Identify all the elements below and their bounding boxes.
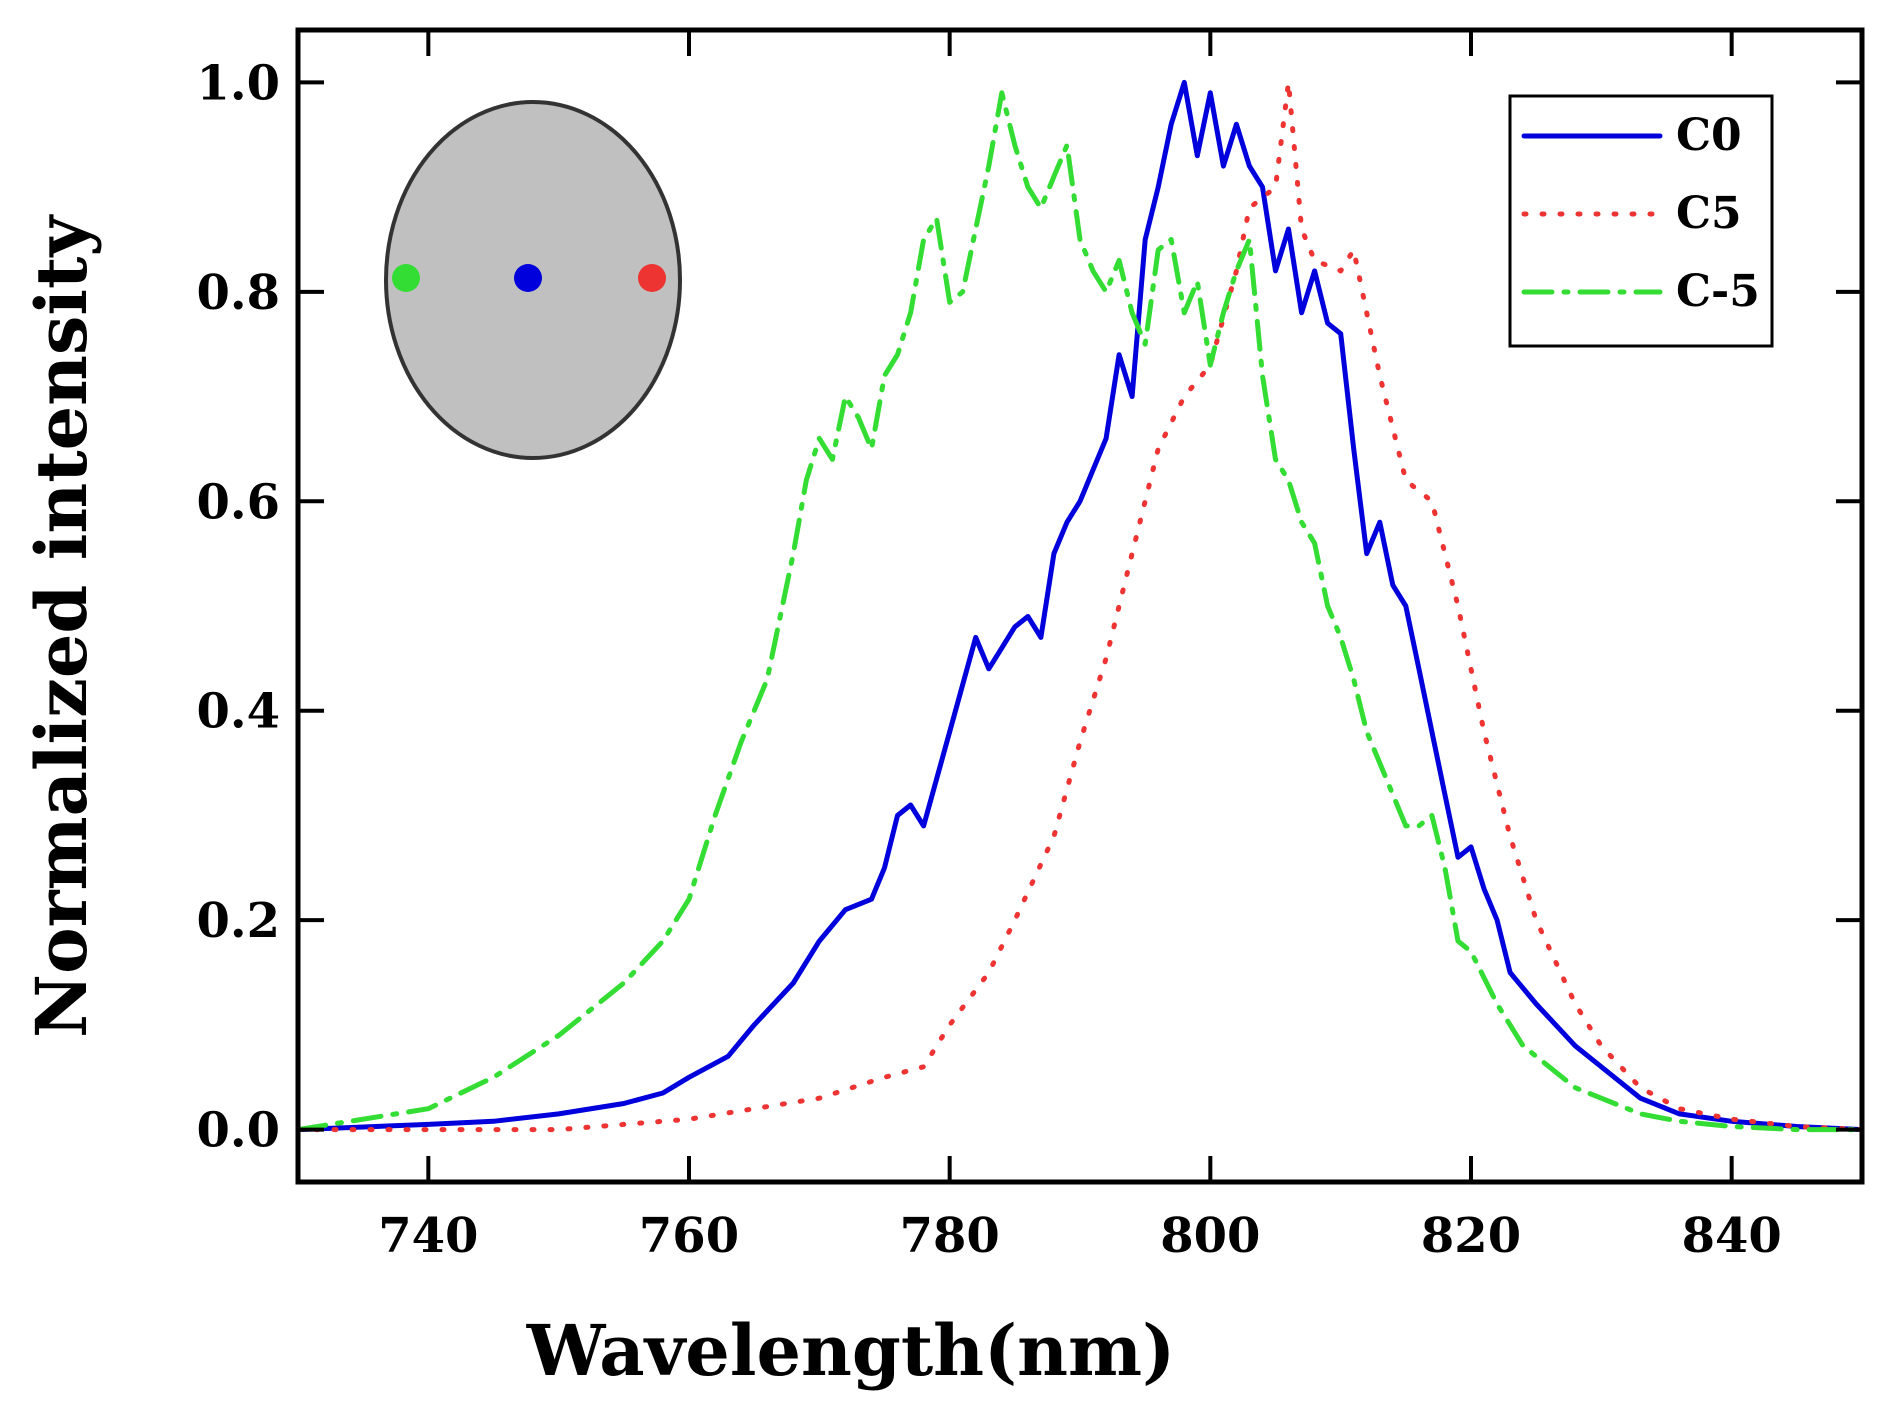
y-tick-label: 0.4 <box>196 684 280 740</box>
series-line-C0 <box>295 79 1865 1133</box>
y-tick-label: 0.0 <box>196 1103 280 1159</box>
y-axis-title: Normalized intensity <box>20 214 103 1038</box>
series-layer <box>295 79 1865 1133</box>
x-tick-label: 800 <box>1160 1208 1260 1264</box>
inset-sample-diagram <box>384 100 682 460</box>
legend-label-C0: C0 <box>1676 110 1742 161</box>
y-tick-label: 0.2 <box>196 893 280 949</box>
x-tick-label: 780 <box>900 1208 1000 1264</box>
series-line-C5 <box>295 79 1865 1133</box>
x-tick-label: 760 <box>639 1208 739 1264</box>
inset-dot-C0 <box>514 264 542 292</box>
legend-label-C-5: C-5 <box>1676 266 1760 317</box>
legend-label-C5: C5 <box>1676 188 1742 239</box>
x-tick-label: 820 <box>1421 1208 1521 1264</box>
inset-dot-C-5 <box>392 264 420 292</box>
plot-frame <box>295 27 1865 1185</box>
y-tick-label: 0.6 <box>196 474 280 530</box>
legend: C0 C5 C-5 <box>1508 94 1774 348</box>
y-tick-label: 1.0 <box>196 55 280 111</box>
inset-dot-C5 <box>638 264 666 292</box>
x-tick-label: 840 <box>1682 1208 1782 1264</box>
x-axis-title: Wavelength(nm) <box>526 1309 1176 1392</box>
y-tick-label: 0.8 <box>196 265 280 321</box>
x-tick-label: 740 <box>378 1208 478 1264</box>
ticks-layer: 740 760 780 800 820 840 0.0 0.2 0.4 0.6 0.8 1.0 <box>196 30 1862 1264</box>
series-line-C-5 <box>295 90 1865 1133</box>
